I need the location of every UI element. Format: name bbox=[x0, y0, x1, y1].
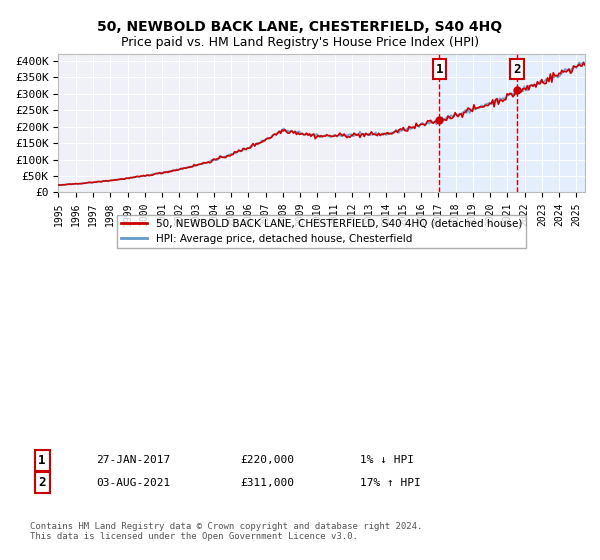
Text: £311,000: £311,000 bbox=[240, 478, 294, 488]
Text: 27-JAN-2017: 27-JAN-2017 bbox=[96, 455, 170, 465]
Bar bbox=[439, 54, 585, 193]
Text: Price paid vs. HM Land Registry's House Price Index (HPI): Price paid vs. HM Land Registry's House … bbox=[121, 36, 479, 49]
Text: £220,000: £220,000 bbox=[240, 455, 294, 465]
Text: 50, NEWBOLD BACK LANE, CHESTERFIELD, S40 4HQ: 50, NEWBOLD BACK LANE, CHESTERFIELD, S40… bbox=[97, 20, 503, 34]
Text: 1: 1 bbox=[436, 63, 443, 76]
Text: 03-AUG-2021: 03-AUG-2021 bbox=[96, 478, 170, 488]
Text: 17% ↑ HPI: 17% ↑ HPI bbox=[360, 478, 421, 488]
Legend: 50, NEWBOLD BACK LANE, CHESTERFIELD, S40 4HQ (detached house), HPI: Average pric: 50, NEWBOLD BACK LANE, CHESTERFIELD, S40… bbox=[117, 214, 526, 248]
Text: 2: 2 bbox=[514, 63, 521, 76]
Text: Contains HM Land Registry data © Crown copyright and database right 2024.
This d: Contains HM Land Registry data © Crown c… bbox=[30, 522, 422, 542]
Text: 1% ↓ HPI: 1% ↓ HPI bbox=[360, 455, 414, 465]
Text: 1: 1 bbox=[38, 454, 46, 467]
Text: 2: 2 bbox=[38, 476, 46, 489]
